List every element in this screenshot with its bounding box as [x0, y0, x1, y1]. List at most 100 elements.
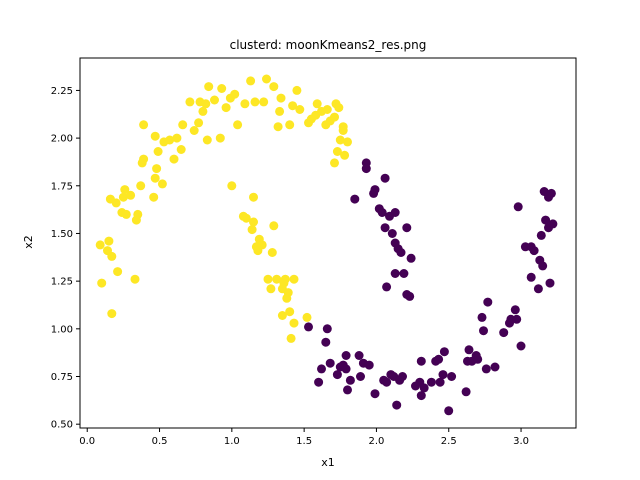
y-tick-label: 2.25 [51, 86, 73, 97]
cluster-0-point [217, 84, 227, 93]
cluster-0-point [121, 209, 131, 219]
y-axis-label: x2 [22, 235, 35, 249]
cluster-0-point [233, 120, 243, 130]
cluster-1-point [390, 269, 400, 278]
cluster-1-point [361, 164, 371, 174]
cluster-0-point [107, 309, 117, 319]
cluster-0-point [169, 154, 179, 164]
cluster-1-point [483, 297, 493, 307]
cluster-1-point [392, 400, 402, 410]
cluster-1-point [435, 377, 445, 387]
cluster-0-point [262, 74, 271, 84]
cluster-1-point [416, 391, 426, 401]
cluster-0-point [139, 154, 149, 164]
cluster-1-point [477, 312, 487, 322]
cluster-0-point [312, 99, 322, 109]
cluster-1-point [499, 328, 509, 338]
cluster-1-point [538, 261, 548, 271]
cluster-0-point [277, 311, 287, 320]
cluster-1-point [473, 354, 483, 364]
cluster-0-point [201, 99, 211, 109]
cluster-0-point [267, 248, 277, 257]
y-tick-label: 0.75 [51, 372, 73, 383]
cluster-0-point [340, 150, 350, 160]
cluster-0-point [126, 190, 136, 200]
cluster-1-point [439, 347, 449, 357]
cluster-0-point [295, 105, 305, 114]
cluster-0-point [240, 99, 250, 109]
x-tick-label: 2.5 [441, 436, 457, 447]
cluster-0-point [139, 120, 149, 130]
cluster-1-point [398, 372, 407, 381]
cluster-1-point [426, 377, 436, 387]
x-tick-label: 0.0 [79, 436, 95, 447]
cluster-0-point [230, 89, 240, 99]
cluster-1-point [464, 345, 474, 355]
cluster-1-point [461, 387, 471, 397]
cluster-1-point [406, 253, 416, 263]
x-tick-label: 0.5 [152, 436, 168, 447]
cluster-0-point [130, 274, 140, 284]
cluster-1-point [345, 375, 355, 385]
cluster-1-point [399, 269, 409, 278]
cluster-0-point [283, 288, 293, 298]
cluster-1-point [325, 358, 335, 368]
y-tick-label: 1.50 [51, 229, 73, 240]
cluster-0-point [322, 105, 332, 114]
x-tick-label: 1.0 [224, 436, 240, 447]
cluster-0-point [288, 101, 298, 111]
cluster-0-point [149, 192, 159, 202]
cluster-1-point [317, 364, 326, 374]
chart-title: clusterd: moonKmeans2_res.png [230, 38, 427, 52]
cluster-0-point [289, 318, 299, 328]
cluster-0-point [249, 217, 258, 227]
cluster-1-point [356, 372, 365, 381]
cluster-0-point [133, 209, 143, 219]
y-tick-label: 1.00 [51, 324, 73, 335]
cluster-1-point [405, 291, 415, 301]
cluster-1-point [416, 356, 426, 366]
cluster-0-point [249, 192, 258, 202]
cluster-0-point [269, 82, 279, 92]
cluster-1-point [382, 282, 392, 292]
cluster-0-point [285, 307, 295, 317]
cluster-1-point [304, 322, 313, 332]
cluster-0-point [210, 95, 219, 105]
cluster-0-point [343, 137, 352, 147]
cluster-1-point [332, 370, 342, 380]
cluster-1-point [390, 208, 400, 217]
cluster-0-point [107, 251, 117, 261]
cluster-1-point [380, 223, 390, 233]
cluster-1-point [322, 324, 332, 334]
cluster-0-point [194, 118, 204, 128]
cluster-1-point [377, 208, 387, 217]
y-axis-ticks: 0.50 0.75 1.00 1.25 1.50 1.75 2.00 2.25 [51, 86, 80, 431]
cluster-0-point [250, 97, 260, 107]
cluster-0-point [111, 198, 121, 208]
x-tick-label: 3.0 [513, 436, 529, 447]
cluster-1-point [354, 351, 364, 360]
cluster-0-point [152, 164, 162, 174]
cluster-1-point [447, 372, 457, 381]
cluster-0-point [198, 106, 208, 116]
cluster-1-point [545, 278, 555, 288]
cluster-0-point [150, 173, 160, 183]
cluster-0-point [120, 185, 130, 195]
cluster-0-point [280, 274, 290, 284]
cluster-1-point [419, 383, 429, 393]
cluster-0-point [113, 267, 123, 277]
cluster-1-point [387, 229, 397, 238]
cluster-0-point [215, 133, 225, 143]
cluster-1-point [370, 389, 380, 399]
cluster-0-point [172, 133, 182, 143]
cluster-0-point [302, 312, 312, 322]
cluster-0-point [241, 213, 251, 223]
cluster-1-point [513, 202, 523, 212]
cluster-1-point [533, 284, 543, 294]
cluster-1-point [510, 305, 520, 315]
cluster-0-point [247, 225, 257, 235]
cluster-1-point [402, 223, 412, 233]
cluster-1-point [438, 370, 448, 380]
cluster-0-point [334, 103, 344, 113]
